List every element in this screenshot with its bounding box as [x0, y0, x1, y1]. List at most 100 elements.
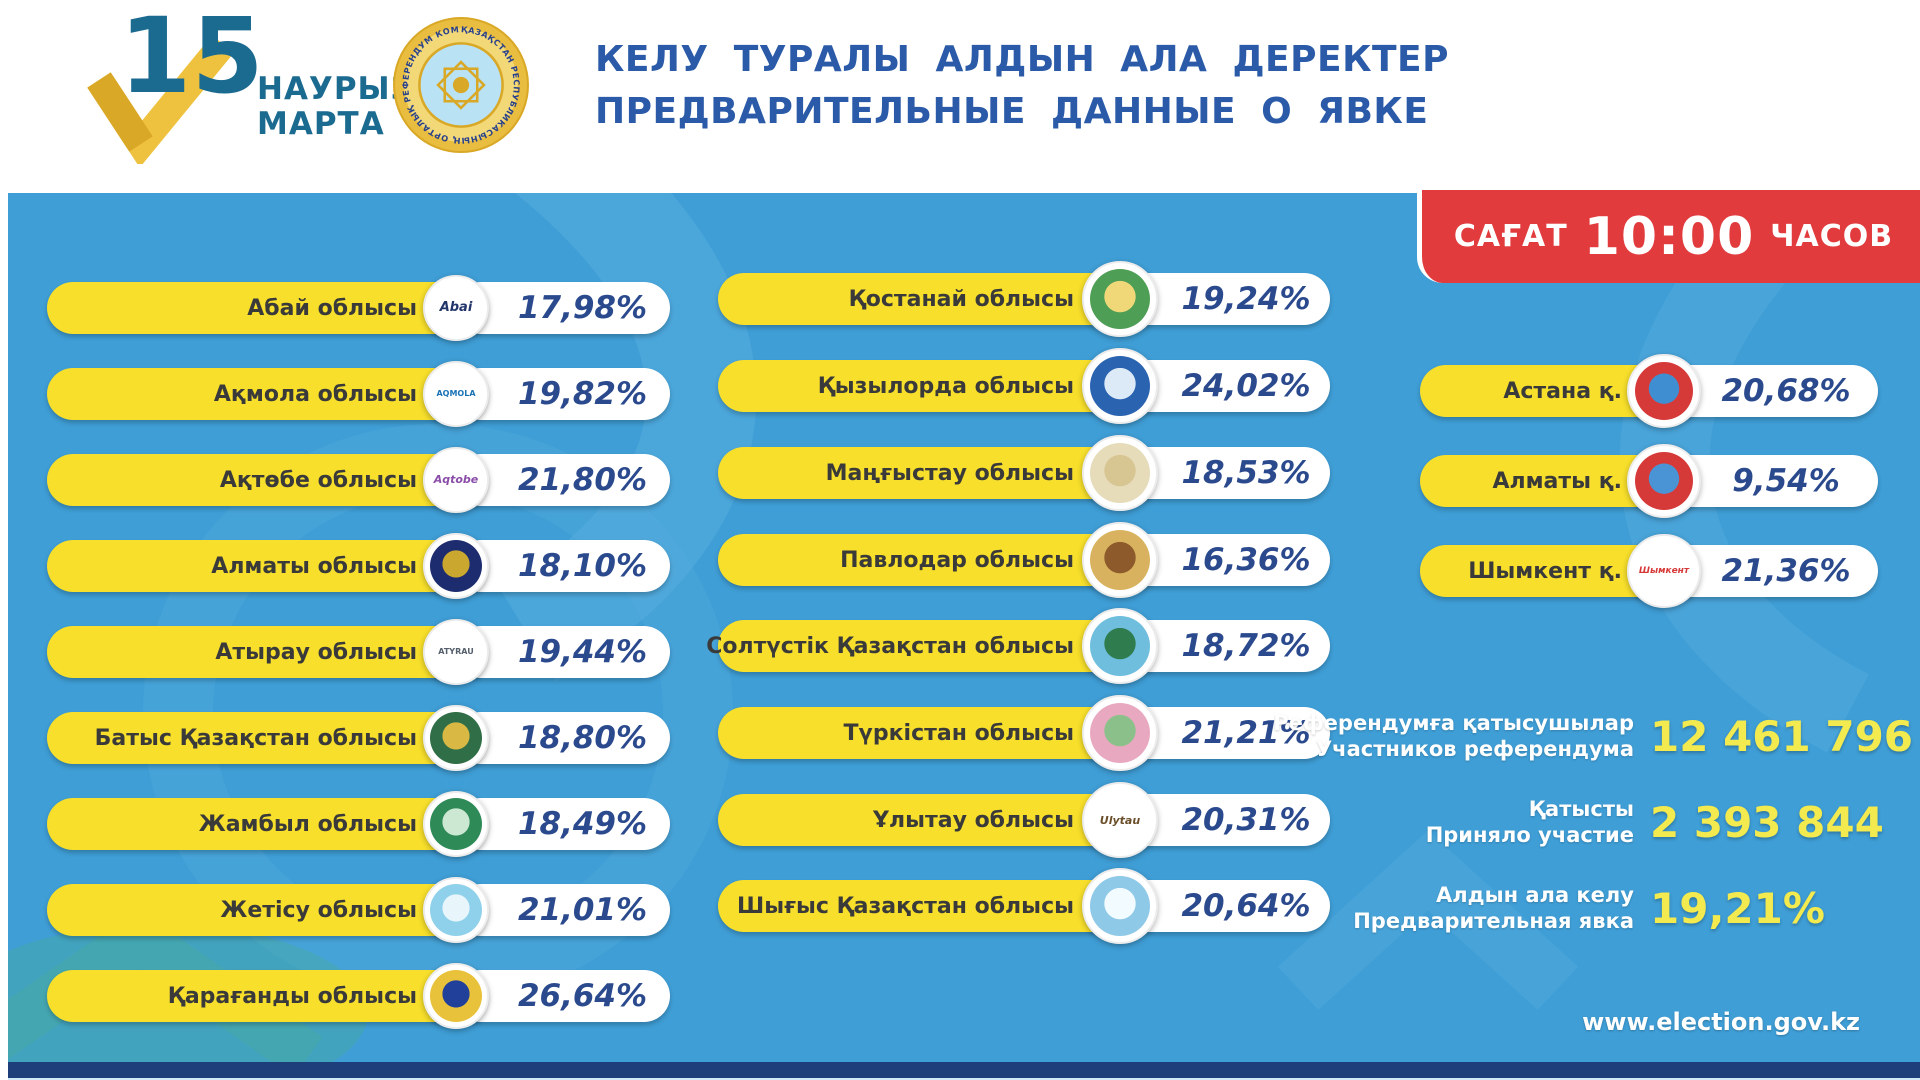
turnout-value: 26,64%	[517, 978, 648, 1014]
region-name-pill: Шығыс Қазақстан облысы	[718, 880, 1138, 932]
region-name-pill: Қызылорда облысы	[718, 360, 1138, 412]
stat-registered: Референдумға қатысушылар Участников рефе…	[1050, 700, 1913, 772]
region-emblem-icon: Ulytau	[1082, 782, 1158, 858]
turnout-value: 19,82%	[517, 376, 648, 412]
region-row: Ақмола облысы 19,82% AQMOLA	[47, 361, 670, 427]
region-name: Алматы облысы	[211, 553, 417, 579]
stat-label-kk: Қатысты	[1528, 797, 1634, 821]
region-emblem-icon	[1082, 868, 1158, 944]
region-name-pill: Жетісу облысы	[47, 884, 487, 936]
region-name-pill: Түркістан облысы	[718, 707, 1138, 759]
region-name-pill: Астана қ.	[1420, 365, 1664, 417]
region-emblem-icon	[1082, 522, 1158, 598]
region-row: Жамбыл облысы 18,49%	[47, 791, 670, 857]
turnout-pill: 21,80%	[455, 454, 670, 506]
date-logo: 15 НАУРЫЗ МАРТА	[85, 4, 565, 175]
region-name: Батыс Қазақстан облысы	[94, 725, 417, 751]
region-name-pill: Алматы қ.	[1420, 455, 1664, 507]
region-row: Шымкент қ. 21,36% Шымкент	[1420, 534, 1878, 608]
time-badge-label-ru: ЧАСОВ	[1770, 219, 1894, 254]
region-emblem-icon: Abai	[423, 275, 489, 341]
region-name-pill: Солтүстік Қазақстан облысы	[706, 620, 1138, 672]
turnout-pill: 19,44%	[455, 626, 670, 678]
region-emblem-icon	[1627, 444, 1701, 518]
region-row: Шығыс Қазақстан облысы 20,64%	[718, 868, 1330, 944]
region-row: Павлодар облысы 16,36%	[718, 522, 1330, 598]
region-emblem-icon	[423, 705, 489, 771]
region-name-pill: Ақтөбе облысы	[47, 454, 487, 506]
checkmark-icon	[87, 36, 234, 164]
bottom-navy-stripe	[8, 1062, 1920, 1078]
region-name: Қызылорда облысы	[817, 373, 1074, 399]
region-name-pill: Шымкент қ.	[1420, 545, 1664, 597]
region-row: Ақтөбе облысы 21,80% Aqtobe	[47, 447, 670, 513]
region-name: Астана қ.	[1503, 378, 1622, 404]
region-emblem-icon: ATYRAU	[423, 619, 489, 685]
turnout-pill: 17,98%	[455, 282, 670, 334]
region-name: Алматы қ.	[1492, 468, 1622, 494]
logo-month: НАУРЫЗ МАРТА	[257, 72, 414, 142]
region-row: Маңғыстау облысы 18,53%	[718, 435, 1330, 511]
turnout-value: 17,98%	[517, 290, 648, 326]
stat-label-ru: Участников референдума	[1315, 737, 1634, 761]
region-name-pill: Атырау облысы	[47, 626, 487, 678]
turnout-value: 9,54%	[1732, 463, 1840, 499]
page-title: КЕЛУ ТУРАЛЫ АЛДЫН АЛА ДЕРЕКТЕР ПРЕДВАРИТ…	[595, 34, 1449, 138]
region-name: Қарағанды облысы	[167, 983, 417, 1009]
stat-label-kk: Алдын ала келу	[1435, 883, 1634, 907]
region-row: Қарағанды облысы 26,64%	[47, 963, 670, 1029]
region-name: Ақтөбе облысы	[219, 467, 417, 493]
region-emblem-icon	[423, 877, 489, 943]
region-name-pill: Қостанай облысы	[718, 273, 1138, 325]
region-emblem-icon	[423, 791, 489, 857]
region-row: Қызылорда облысы 24,02%	[718, 348, 1330, 424]
region-row: Түркістан облысы 21,21%	[718, 695, 1330, 771]
stat-value: 19,21%	[1650, 883, 1825, 933]
turnout-value: 21,80%	[517, 462, 648, 498]
turnout-pill: 18,49%	[455, 798, 670, 850]
region-emblem-icon	[1082, 435, 1158, 511]
region-row: Абай облысы 17,98% Abai	[47, 275, 670, 341]
region-name: Ақмола облысы	[213, 381, 417, 407]
region-name-pill: Қарағанды облысы	[47, 970, 487, 1022]
region-name-pill: Жамбыл облысы	[47, 798, 487, 850]
region-emblem-icon	[1082, 695, 1158, 771]
turnout-value: 16,36%	[1181, 542, 1311, 578]
region-row: Батыс Қазақстан облысы 18,80%	[47, 705, 670, 771]
page-title-kk: КЕЛУ ТУРАЛЫ АЛДЫН АЛА ДЕРЕКТЕР	[595, 39, 1450, 80]
region-emblem-icon	[1082, 348, 1158, 424]
region-row: Жетісу облысы 21,01%	[47, 877, 670, 943]
region-row: Алматы қ. 9,54%	[1420, 444, 1878, 518]
turnout-value: 21,21%	[1181, 715, 1311, 751]
region-name: Қостанай облысы	[848, 286, 1074, 312]
stat-label-ru: Приняло участие	[1425, 823, 1634, 847]
turnout-pill: 26,64%	[455, 970, 670, 1022]
time-badge: САҒАТ 10:00 ЧАСОВ	[1417, 190, 1920, 283]
turnout-value: 18,10%	[517, 548, 648, 584]
region-name-pill: Павлодар облысы	[718, 534, 1138, 586]
region-name: Шығыс Қазақстан облысы	[737, 893, 1074, 919]
turnout-value: 19,24%	[1181, 281, 1311, 317]
region-name: Солтүстік Қазақстан облысы	[706, 633, 1074, 659]
region-name-pill: Батыс Қазақстан облысы	[47, 712, 487, 764]
turnout-pill: 18,80%	[455, 712, 670, 764]
turnout-value: 18,72%	[1181, 628, 1311, 664]
logo-month-ru: МАРТА	[257, 106, 385, 142]
page-title-ru: ПРЕДВАРИТЕЛЬНЫЕ ДАННЫЕ О ЯВКЕ	[595, 91, 1429, 132]
stat-value: 2 393 844	[1650, 797, 1884, 847]
turnout-value: 20,31%	[1181, 802, 1311, 838]
region-name: Павлодар облысы	[840, 547, 1074, 573]
region-name: Жетісу облысы	[220, 897, 417, 923]
region-name: Абай облысы	[247, 295, 417, 321]
footer-link[interactable]: www.election.gov.kz	[1582, 1008, 1860, 1036]
region-emblem-icon	[423, 533, 489, 599]
region-emblem-icon	[1082, 261, 1158, 337]
turnout-value: 21,01%	[517, 892, 648, 928]
region-name: Атырау облысы	[215, 639, 417, 665]
bottom-light-line	[8, 1078, 1920, 1080]
region-emblem-icon: Aqtobe	[423, 447, 489, 513]
region-row: Астана қ. 20,68%	[1420, 354, 1878, 428]
region-emblem-icon	[423, 963, 489, 1029]
region-row: Солтүстік Қазақстан облысы 18,72%	[706, 608, 1330, 684]
